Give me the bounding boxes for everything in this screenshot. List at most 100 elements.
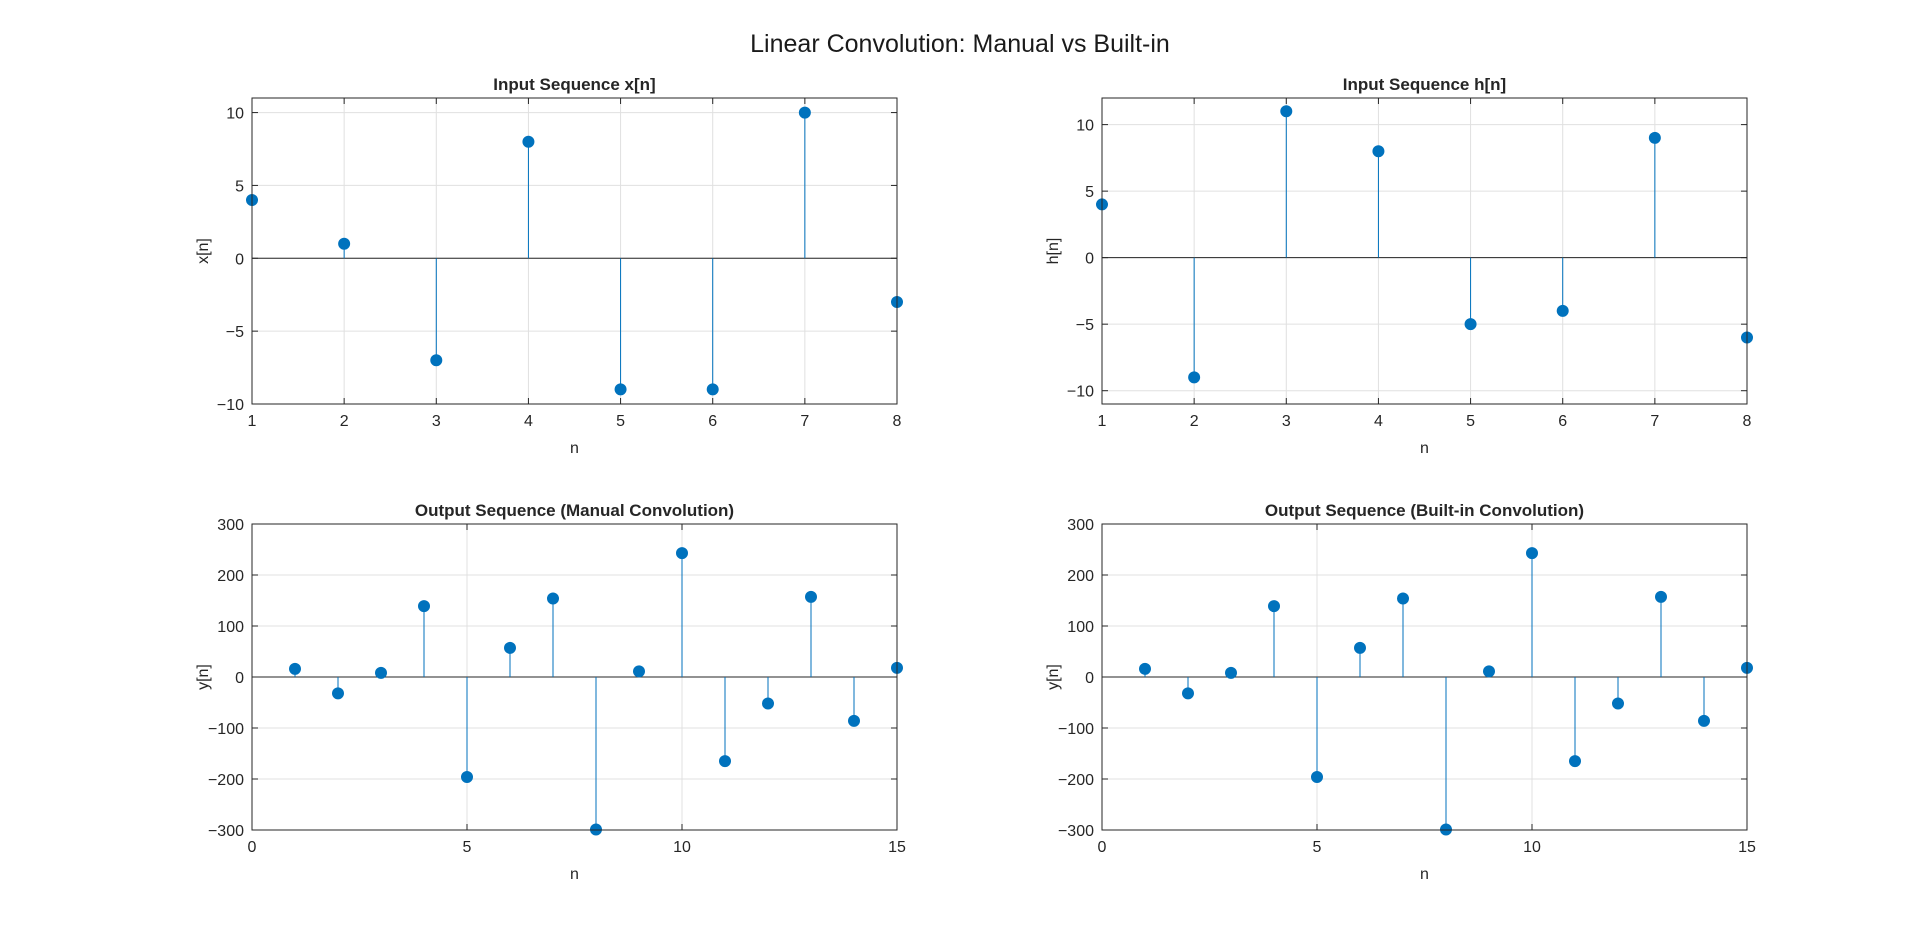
stem-marker — [547, 592, 559, 605]
y-tick-label: 100 — [1067, 619, 1094, 636]
y-tick-label: −5 — [1076, 317, 1094, 334]
x-tick-label: 10 — [673, 839, 691, 856]
y-tick-label: −300 — [1058, 823, 1094, 840]
builtin-output-subplot: 0 5 10 15 −300 −200 −100 0 100 200 300 Output Seque… — [1045, 501, 1756, 883]
stem-marker — [1139, 662, 1151, 675]
stem-marker — [805, 590, 817, 603]
x-tick-label: 5 — [463, 839, 472, 856]
figure-suptitle: Linear Convolution: Manual vs Built-in — [750, 30, 1170, 58]
y-tick-label: 0 — [235, 670, 244, 687]
x-tick-label: 2 — [1190, 413, 1199, 430]
y-tick-label: 0 — [235, 251, 244, 268]
stem-marker — [1569, 755, 1581, 768]
h-input-xlabel: n — [1420, 440, 1429, 457]
stem-marker — [1354, 641, 1366, 654]
y-tick-label: 200 — [217, 568, 244, 585]
x-tick-label: 1 — [248, 413, 257, 430]
stem-marker — [1372, 145, 1385, 158]
stem-marker — [1655, 590, 1667, 603]
y-tick-label: 0 — [1085, 670, 1094, 687]
stem-marker — [1225, 666, 1237, 679]
y-tick-label: 10 — [226, 106, 244, 123]
x-input-xlabel: n — [570, 440, 579, 457]
y-tick-label: 300 — [217, 517, 244, 534]
x-input-axes-box — [251, 97, 898, 405]
manual-output-ylabel: y[n] — [195, 664, 212, 690]
stem-marker — [590, 823, 602, 836]
x-tick-label: 7 — [800, 413, 809, 430]
stem-marker — [719, 755, 731, 768]
builtin-output-title: Output Sequence (Built-in Convolution) — [1265, 501, 1584, 520]
y-tick-label: −10 — [1067, 384, 1094, 401]
manual-output-subplot: 0 5 10 15 −300 −200 −100 0 100 200 300 Output Seque… — [195, 501, 906, 883]
stem-marker — [1483, 665, 1495, 678]
y-tick-label: −10 — [217, 397, 244, 414]
stem-marker — [614, 383, 627, 396]
stem-marker — [461, 770, 473, 783]
x-tick-label: 6 — [1558, 413, 1567, 430]
stem-marker — [522, 135, 535, 148]
x-tick-label: 0 — [248, 839, 257, 856]
stem-marker — [676, 547, 688, 560]
stem-marker — [706, 383, 719, 396]
stem-marker — [1698, 714, 1710, 727]
y-tick-label: −100 — [1058, 721, 1094, 738]
stem-marker — [1182, 687, 1194, 700]
x-tick-label: 5 — [1466, 413, 1475, 430]
stem-marker — [798, 106, 811, 119]
h-input-subplot: 1 2 3 4 5 6 7 8 −10 −5 0 5 10 Input Sequence h[n] n h[n… — [1045, 75, 1753, 457]
y-tick-label: 5 — [235, 178, 244, 195]
y-tick-label: 100 — [217, 619, 244, 636]
x-tick-label: 2 — [340, 413, 349, 430]
x-tick-label: 10 — [1523, 839, 1541, 856]
manual-output-xlabel: n — [570, 866, 579, 883]
stem-marker — [1268, 600, 1280, 613]
stem-marker — [289, 662, 301, 675]
stem-marker — [1280, 105, 1293, 118]
stem-marker — [1556, 304, 1569, 317]
stem-marker — [1440, 823, 1452, 836]
stem-marker — [332, 687, 344, 700]
x-input-ylabel: x[n] — [195, 238, 212, 264]
y-tick-label: −100 — [208, 721, 244, 738]
x-tick-label: 0 — [1098, 839, 1107, 856]
y-tick-label: −5 — [226, 324, 244, 341]
x-tick-label: 6 — [708, 413, 717, 430]
h-input-ylabel: h[n] — [1045, 238, 1062, 265]
x-tick-label: 15 — [1738, 839, 1756, 856]
stem-marker — [633, 665, 645, 678]
y-tick-label: −200 — [208, 772, 244, 789]
manual-output-title: Output Sequence (Manual Convolution) — [415, 501, 734, 520]
stem-marker — [504, 641, 516, 654]
x-input-title: Input Sequence x[n] — [493, 75, 655, 94]
h-input-axes-box — [1101, 97, 1748, 405]
builtin-output-ylabel: y[n] — [1045, 664, 1062, 690]
x-tick-label: 5 — [1313, 839, 1322, 856]
y-tick-label: 5 — [1085, 184, 1094, 201]
x-tick-label: 4 — [1374, 413, 1383, 430]
stem-marker — [1188, 371, 1201, 384]
x-tick-label: 4 — [524, 413, 533, 430]
x-tick-label: 15 — [888, 839, 906, 856]
h-input-title: Input Sequence h[n] — [1343, 75, 1506, 94]
y-tick-label: 10 — [1076, 118, 1094, 135]
y-tick-label: 0 — [1085, 251, 1094, 268]
x-tick-label: 5 — [616, 413, 625, 430]
x-tick-label: 3 — [432, 413, 441, 430]
x-tick-label: 8 — [893, 413, 902, 430]
stem-marker — [430, 354, 443, 367]
stem-marker — [338, 237, 351, 250]
y-tick-label: 300 — [1067, 517, 1094, 534]
y-tick-label: −300 — [208, 823, 244, 840]
x-tick-label: 8 — [1743, 413, 1752, 430]
stem-marker — [1397, 592, 1409, 605]
y-tick-label: −200 — [1058, 772, 1094, 789]
stem-marker — [848, 714, 860, 727]
stem-marker — [1612, 697, 1624, 710]
y-tick-label: 200 — [1067, 568, 1094, 585]
x-tick-label: 3 — [1282, 413, 1291, 430]
x-tick-label: 7 — [1650, 413, 1659, 430]
x-input-subplot: 1 2 3 4 5 6 7 8 −10 −5 0 5 10 Input Sequence x[n] n x[n… — [195, 75, 903, 457]
stem-marker — [418, 600, 430, 613]
